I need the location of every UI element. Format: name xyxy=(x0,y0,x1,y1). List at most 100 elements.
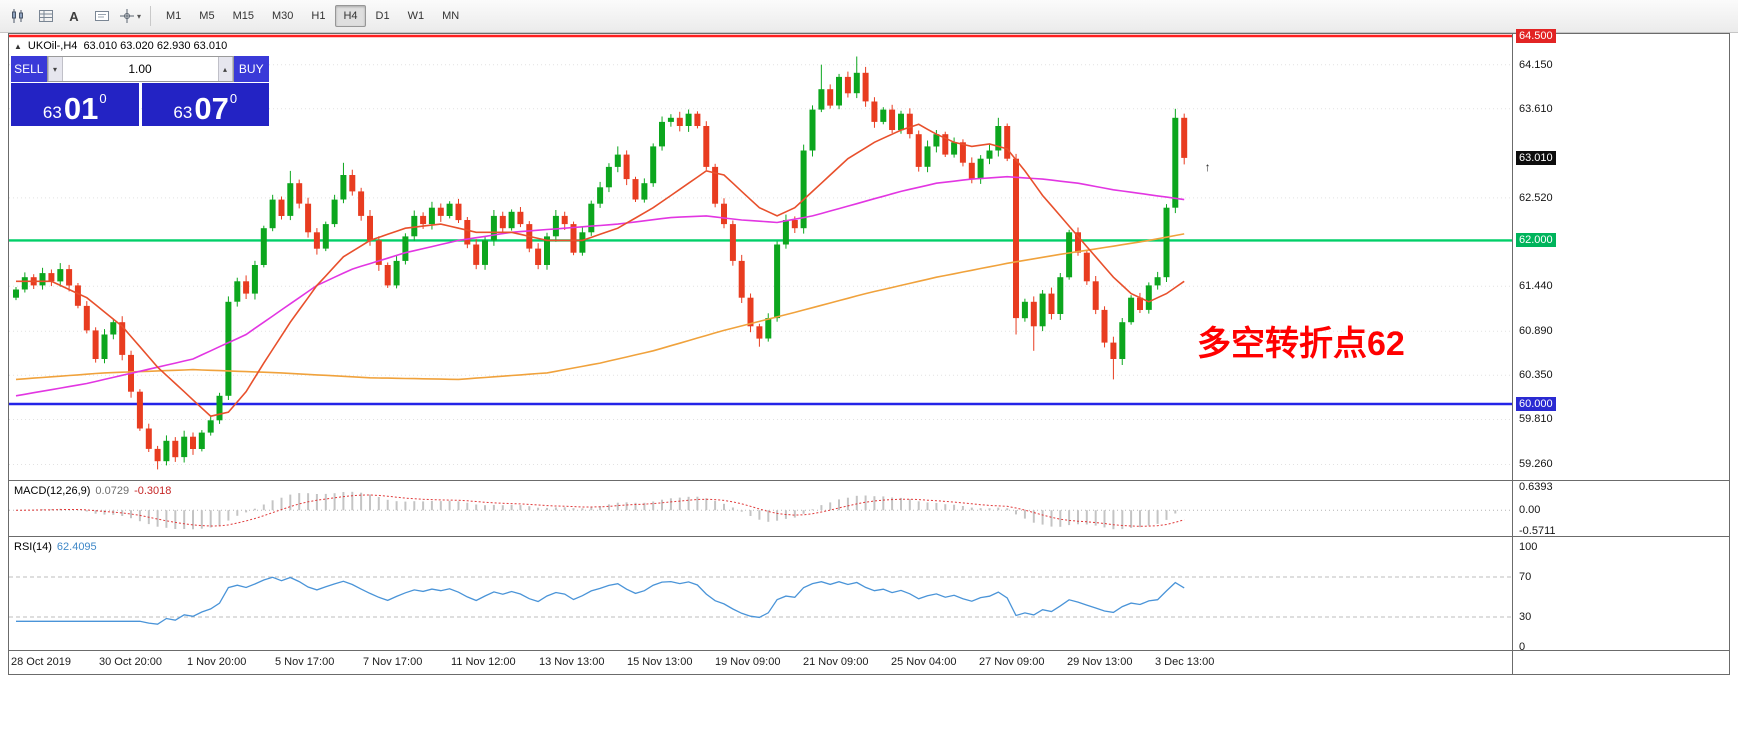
candle-body xyxy=(765,318,772,339)
candle-body xyxy=(375,240,382,265)
cursor-tool-button[interactable]: ▾ xyxy=(117,4,143,28)
plot-column: ↑ ▲ UKOil-,H4 63.010 63.020 62.930 63.01… xyxy=(9,34,1513,674)
timeframe-w1[interactable]: W1 xyxy=(407,10,425,22)
indicators-button[interactable] xyxy=(33,4,59,28)
timeframe-h1[interactable]: H1 xyxy=(311,10,326,22)
candle-body xyxy=(844,76,851,94)
candle-body xyxy=(729,224,736,261)
candle-body xyxy=(331,199,338,225)
chart-type-button[interactable] xyxy=(5,4,31,28)
macd-axis-0.00: 0.00 xyxy=(1519,504,1541,516)
candle-body xyxy=(384,265,391,286)
buy-price-prefix: 63 xyxy=(173,103,193,123)
candle-body xyxy=(1039,293,1046,327)
macd-canvas[interactable] xyxy=(9,481,1512,537)
rsi-name: RSI(14) xyxy=(14,541,52,553)
time-label-6: 13 Nov 13:00 xyxy=(539,656,605,668)
candle-body xyxy=(774,244,781,319)
macd-axis--0.5711: -0.5711 xyxy=(1519,525,1556,537)
candle-body xyxy=(1030,301,1037,327)
time-label-9: 21 Nov 09:00 xyxy=(803,656,869,668)
textbox-tool-button[interactable] xyxy=(89,4,115,28)
rsi-axis-0: 0 xyxy=(1519,641,1526,653)
timeframe-d1[interactable]: D1 xyxy=(375,10,390,22)
candle-body xyxy=(340,175,347,200)
rsi-canvas[interactable] xyxy=(9,537,1512,651)
candle-body xyxy=(74,285,81,306)
candle-body xyxy=(83,305,90,331)
candle-body xyxy=(977,158,984,180)
crosshair-tool-icon xyxy=(119,9,134,23)
timeframe-h4[interactable]: H4 xyxy=(335,5,366,27)
price-label-62.520: 62.520 xyxy=(1519,192,1553,204)
candle-body xyxy=(561,215,568,225)
macd-value-signal: -0.3018 xyxy=(134,485,172,497)
main-chart-panel[interactable]: ↑ ▲ UKOil-,H4 63.010 63.020 62.930 63.01… xyxy=(9,34,1512,480)
candle-body xyxy=(110,322,117,335)
rsi-axis-70: 70 xyxy=(1519,571,1532,583)
sell-button[interactable]: SELL xyxy=(11,56,47,82)
time-axis[interactable]: 28 Oct 2019 30 Oct 20:00 1 Nov 20:00 5 Nov … xyxy=(9,650,1512,674)
chart-window: ↑ ▲ UKOil-,H4 63.010 63.020 62.930 63.01… xyxy=(8,29,1730,675)
timeframe-m1[interactable]: M1 xyxy=(166,10,182,22)
candle-body xyxy=(756,326,763,339)
candle-body xyxy=(800,150,807,229)
candle-body xyxy=(420,215,427,225)
time-label-5: 11 Nov 12:00 xyxy=(451,656,516,668)
candle-body xyxy=(721,203,727,225)
candle-body xyxy=(1110,342,1117,359)
candle-body xyxy=(428,207,435,225)
candle-body xyxy=(951,142,958,155)
timeframe-m5[interactable]: M5 xyxy=(199,10,215,22)
candle-body xyxy=(659,121,665,147)
time-label-1: 30 Oct 20:00 xyxy=(99,656,162,668)
candle-body xyxy=(313,232,320,249)
candle-body xyxy=(225,301,232,396)
candle-body xyxy=(207,420,214,433)
candle-body xyxy=(181,436,188,458)
symbol-name: UKOil-,H4 xyxy=(27,40,78,52)
timeframe-m30[interactable]: M30 xyxy=(271,10,294,22)
volume-up-button[interactable]: ▴ xyxy=(217,57,233,81)
candle-body xyxy=(747,297,754,327)
volume-down-button[interactable]: ▾ xyxy=(47,57,63,81)
buy-price-display[interactable]: 63 07 0 xyxy=(141,83,269,126)
ma-slow-orange-line xyxy=(15,233,1185,381)
chevron-down-icon: ▾ xyxy=(136,11,141,21)
candle-body xyxy=(322,224,329,249)
text-tool-button[interactable]: A xyxy=(61,4,87,28)
timeframe-m15[interactable]: M15 xyxy=(232,10,254,22)
candle-body xyxy=(154,448,161,462)
candle-body xyxy=(1092,281,1099,310)
time-label-2: 1 Nov 20:00 xyxy=(187,656,247,668)
timeframe-mn[interactable]: MN xyxy=(442,10,460,22)
candle-body xyxy=(101,334,108,359)
panel-separator xyxy=(1513,480,1729,481)
chart-annotation: 多空转折点62 xyxy=(1197,325,1405,363)
candle-body xyxy=(933,134,940,147)
candle-body xyxy=(92,330,99,359)
collapse-arrow-icon[interactable]: ▲ xyxy=(14,41,22,51)
sell-price-display[interactable]: 63 01 0 xyxy=(11,83,139,126)
candle-body xyxy=(1057,277,1064,314)
rsi-panel[interactable]: RSI(14) 62.4095 xyxy=(9,536,1512,650)
candle-body xyxy=(172,440,179,458)
candle-body xyxy=(1163,207,1170,278)
candle-body xyxy=(915,134,922,167)
buy-button[interactable]: BUY xyxy=(233,56,269,82)
candle-body xyxy=(968,162,975,180)
volume-input[interactable] xyxy=(62,57,218,81)
macd-signal-line xyxy=(16,494,1185,527)
candle-body xyxy=(367,215,373,241)
candle-body xyxy=(358,191,365,216)
candle-body xyxy=(349,175,356,192)
candle-body xyxy=(959,142,966,163)
macd-panel[interactable]: MACD(12,26,9) 0.0729 -0.3018 xyxy=(9,480,1512,536)
ma-mid-magenta-line xyxy=(15,175,1185,397)
candle-body xyxy=(1101,309,1108,343)
price-chart-canvas[interactable]: ↑ xyxy=(9,34,1512,480)
macd-axis-0.6393: 0.6393 xyxy=(1519,481,1553,493)
candle-body xyxy=(251,265,258,294)
price-axis[interactable]: 64.500 64.150 63.610 63.010 62.520 62.000 61.4… xyxy=(1513,29,1729,674)
